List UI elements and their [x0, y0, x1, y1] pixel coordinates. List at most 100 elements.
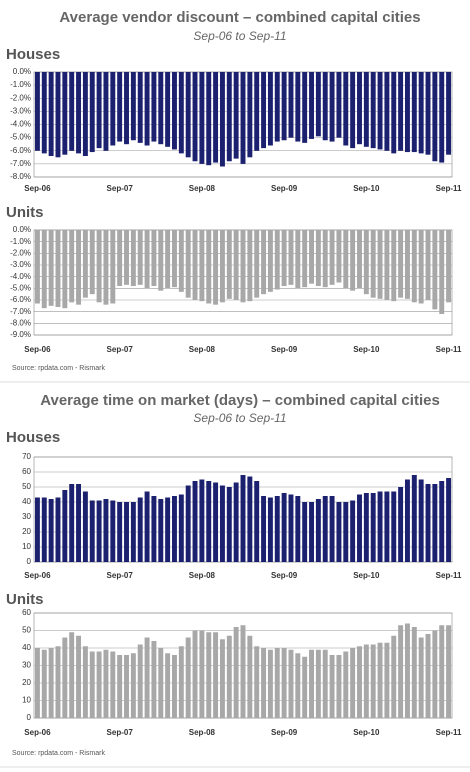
- bar: [247, 72, 253, 158]
- bar: [219, 485, 225, 562]
- bar: [76, 635, 82, 718]
- bar: [55, 72, 61, 158]
- x-tick-label: Sep-10: [353, 345, 380, 354]
- bar: [206, 481, 212, 562]
- x-tick-label: Sep-07: [107, 345, 134, 354]
- bar: [439, 72, 445, 163]
- x-tick-label: Sep-06: [24, 184, 51, 193]
- bar: [343, 72, 349, 146]
- y-tick-label: 50: [22, 626, 31, 635]
- x-tick-label: Sep-10: [353, 571, 380, 580]
- bar: [158, 499, 164, 562]
- x-tick-label: Sep-11: [436, 345, 462, 354]
- y-tick-label: -1.0%: [10, 237, 31, 246]
- bar: [62, 490, 68, 562]
- bar: [418, 230, 424, 304]
- bar: [446, 72, 452, 155]
- y-tick-label: 30: [22, 661, 31, 670]
- x-tick-label: Sep-06: [24, 345, 51, 354]
- bar: [206, 632, 212, 718]
- bar: [267, 649, 273, 718]
- y-tick-label: -6.0%: [10, 295, 31, 304]
- bar: [130, 230, 136, 286]
- bar: [309, 502, 314, 562]
- bar: [247, 476, 253, 562]
- bar: [398, 230, 404, 298]
- bar: [185, 485, 191, 562]
- bar: [411, 627, 417, 718]
- bar: [55, 497, 61, 562]
- y-tick-label: -8.0%: [10, 318, 31, 327]
- bar: [233, 72, 239, 159]
- y-tick-label: 60: [22, 467, 31, 476]
- bar: [329, 655, 335, 718]
- bar: [370, 644, 376, 718]
- bar: [110, 72, 116, 146]
- bar: [404, 72, 410, 153]
- bar: [192, 230, 198, 300]
- bar: [254, 72, 260, 151]
- chart-title: Houses: [6, 46, 60, 63]
- bar: [213, 72, 219, 163]
- y-tick-label: 40: [22, 643, 31, 652]
- bar: [261, 230, 267, 295]
- chart-title: Units: [6, 204, 44, 221]
- bar: [185, 637, 191, 718]
- x-tick-label: Sep-09: [271, 184, 298, 193]
- bar: [165, 72, 171, 147]
- bar: [391, 230, 397, 302]
- bar: [69, 632, 75, 718]
- bar: [404, 623, 410, 718]
- bar: [411, 230, 417, 303]
- bar: [281, 648, 287, 718]
- bar: [172, 230, 177, 288]
- x-tick-label: Sep-11: [436, 571, 462, 580]
- bar: [110, 651, 116, 718]
- y-tick-label: -4.0%: [10, 120, 31, 129]
- bar: [343, 651, 349, 718]
- bar: [432, 72, 438, 162]
- x-tick-label: Sep-10: [353, 184, 380, 193]
- bar: [439, 481, 445, 562]
- bar: [288, 72, 294, 138]
- bar: [404, 479, 410, 562]
- bar: [233, 627, 239, 718]
- bar: [76, 484, 82, 562]
- bar: [322, 72, 328, 141]
- bar: [213, 230, 219, 305]
- bar: [398, 487, 404, 562]
- bar: [398, 625, 404, 718]
- bar: [124, 72, 129, 145]
- bar: [34, 497, 40, 562]
- bar: [89, 72, 95, 153]
- bar: [336, 230, 342, 283]
- bar: [89, 500, 95, 562]
- bar: [62, 72, 68, 155]
- bar: [82, 72, 88, 156]
- bar: [62, 230, 68, 309]
- bar: [315, 499, 321, 562]
- bar: [288, 649, 294, 718]
- bar: [34, 648, 40, 718]
- bar: [219, 230, 225, 303]
- bar: [82, 491, 88, 562]
- bar: [41, 649, 47, 718]
- bar: [377, 72, 383, 150]
- bar: [172, 655, 177, 718]
- bar: [336, 655, 342, 718]
- bar: [295, 72, 301, 142]
- bar: [309, 230, 314, 284]
- bar: [233, 482, 239, 562]
- bar: [411, 72, 417, 153]
- bar: [55, 646, 61, 718]
- panel-subtitle: Sep-06 to Sep-11: [193, 29, 286, 43]
- bar: [404, 230, 410, 299]
- bar: [82, 230, 88, 298]
- y-tick-label: -1.0%: [10, 80, 31, 89]
- bar: [178, 230, 184, 292]
- bar: [254, 230, 260, 298]
- bar: [124, 502, 129, 562]
- bar: [315, 72, 321, 137]
- bar: [178, 72, 184, 154]
